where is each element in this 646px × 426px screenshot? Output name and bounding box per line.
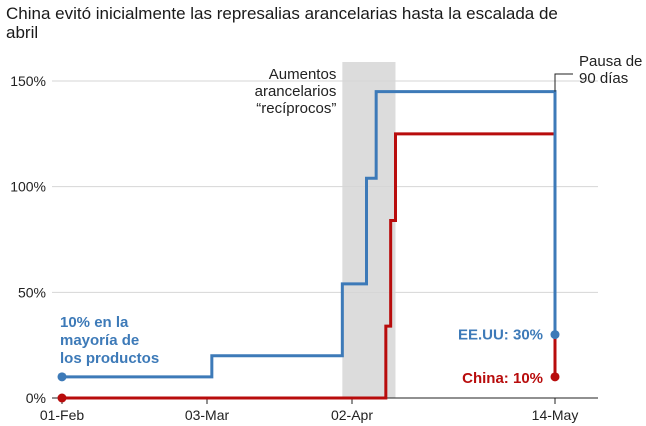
us-series-label: EE.UU: 30%	[458, 327, 543, 344]
china-start-point	[57, 393, 67, 403]
us-end-point	[550, 330, 560, 340]
x-tick-label: 01-Feb	[40, 407, 85, 423]
y-tick-label: 100%	[10, 179, 46, 195]
y-tick-label: 150%	[10, 73, 46, 89]
chart-title: China evitó inicialmente las represalias…	[6, 4, 558, 42]
y-tick-label: 50%	[18, 284, 46, 300]
us-tariff-line	[62, 90, 557, 379]
reciprocal-tariff-shading	[342, 62, 396, 398]
pause-leader-line	[554, 73, 573, 92]
china-tariff-line	[62, 132, 557, 400]
pause-annotation: Pausa de 90 días	[579, 53, 642, 87]
us-start-point	[57, 372, 67, 382]
x-tick-label: 03-Mar	[185, 407, 230, 423]
y-tick-label: 0%	[26, 390, 46, 406]
china-series-label: China: 10%	[462, 370, 543, 387]
china-end-point	[550, 372, 560, 382]
start-annotation: 10% en la mayoría de los productos	[60, 314, 159, 367]
x-tick-label: 02-Apr	[331, 407, 373, 423]
x-tick-label: 14-May	[532, 407, 579, 423]
reciprocal-annotation: Aumentos arancelarios “recíprocos”	[255, 66, 337, 117]
